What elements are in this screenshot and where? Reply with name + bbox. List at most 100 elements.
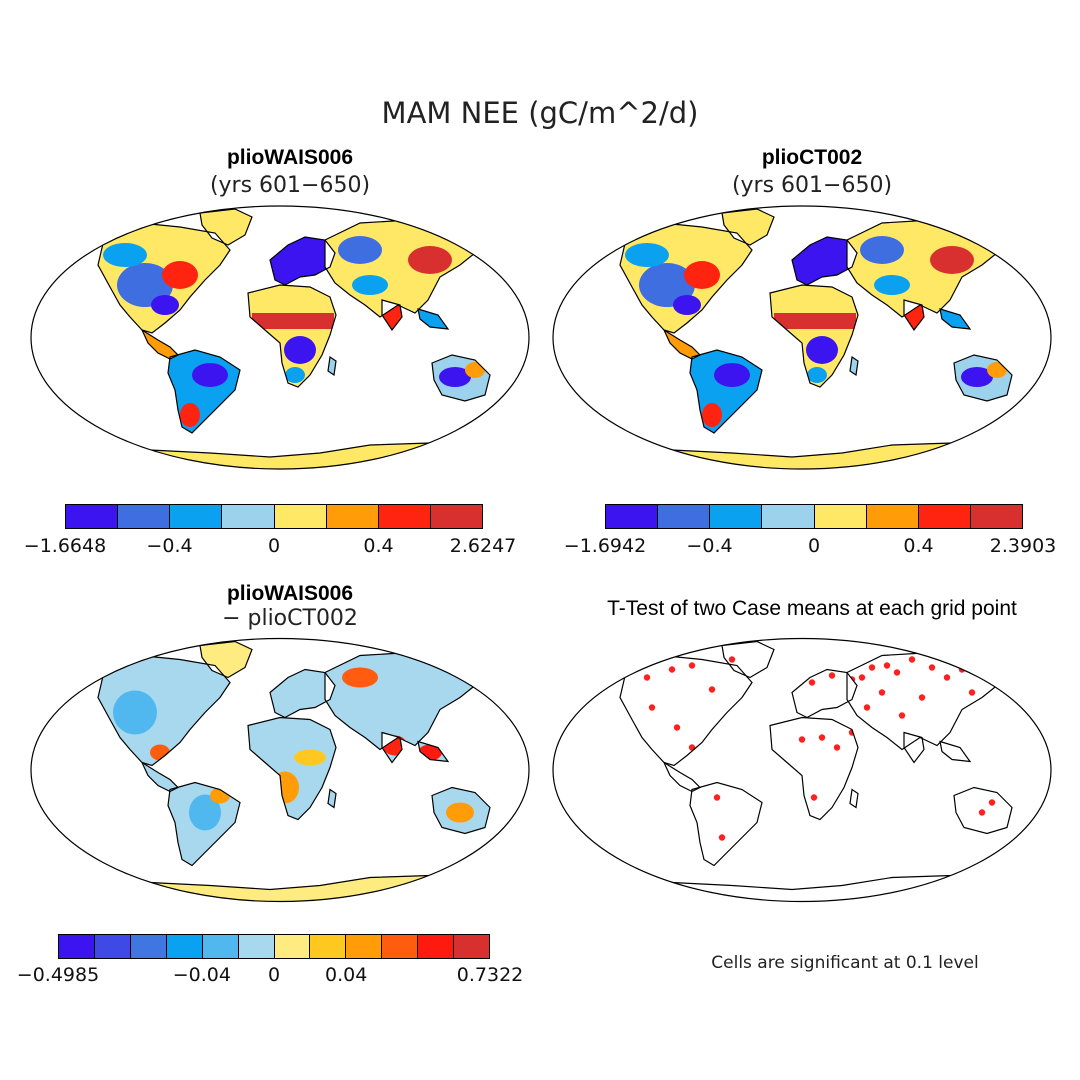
colorbar-labels-diff: −0.4985 −0.04 0 0.04 0.7322 bbox=[17, 964, 523, 988]
significant-cell bbox=[810, 794, 818, 801]
colorbar-diff bbox=[58, 934, 490, 959]
significant-cell bbox=[833, 744, 841, 751]
coastline-india bbox=[381, 299, 403, 332]
significant-cell bbox=[708, 686, 716, 693]
field-region bbox=[180, 403, 200, 427]
coastline-sea bbox=[939, 308, 972, 330]
significant-cell bbox=[668, 666, 676, 673]
coastline-europe bbox=[791, 668, 858, 719]
colorbar-cell bbox=[222, 505, 275, 528]
colorbar-cell bbox=[118, 505, 171, 528]
ocean bbox=[31, 638, 529, 902]
ocean bbox=[553, 638, 1051, 902]
map-border bbox=[552, 637, 1052, 903]
significant-cell bbox=[883, 662, 891, 669]
colorbar-label: −1.6648 bbox=[23, 535, 107, 557]
field-region bbox=[284, 336, 316, 364]
coastline-antarctica bbox=[112, 874, 493, 902]
map-ct bbox=[552, 205, 1052, 470]
coastline-sea bbox=[417, 740, 450, 763]
coastline-antarctica bbox=[112, 442, 493, 469]
field-region bbox=[285, 367, 305, 383]
map-border bbox=[552, 205, 1052, 470]
land-africa bbox=[770, 717, 858, 820]
colorbar-label: 0.04 bbox=[324, 964, 368, 986]
significant-cell bbox=[908, 656, 916, 663]
field-region bbox=[673, 295, 701, 315]
panel-subtitle-wais: (yrs 601−650) bbox=[209, 173, 371, 198]
field-region bbox=[338, 236, 382, 264]
coastline-sa bbox=[689, 781, 763, 867]
field-region bbox=[276, 246, 328, 274]
ocean bbox=[553, 206, 1051, 469]
colorbar-label: 0.7322 bbox=[456, 964, 524, 986]
figure-title: MAM NEE (gC/m^2/d) bbox=[381, 96, 699, 130]
colorbar-label: −0.4985 bbox=[16, 964, 100, 986]
colorbar-cell bbox=[166, 935, 203, 958]
coastline-africa bbox=[247, 716, 337, 821]
colorbar-cell bbox=[170, 505, 223, 528]
significant-cell bbox=[818, 734, 826, 741]
colorbar-label: −1.6942 bbox=[563, 535, 647, 557]
coastline-greenland bbox=[721, 640, 775, 679]
colorbar-cell bbox=[418, 935, 455, 958]
colorbar-label: 0.4 bbox=[903, 535, 934, 557]
field-region bbox=[807, 367, 827, 383]
coastline-europe bbox=[269, 668, 336, 719]
land-africa bbox=[248, 285, 336, 387]
coastline-europe bbox=[791, 236, 858, 286]
significant-cell bbox=[893, 669, 901, 676]
significant-cell bbox=[868, 664, 876, 671]
colorbar-label: −0.04 bbox=[172, 964, 231, 986]
field-region bbox=[860, 236, 904, 264]
panel-subtitle-ct: (yrs 601−650) bbox=[731, 173, 893, 198]
land-madagascar bbox=[328, 357, 336, 375]
field-region bbox=[446, 802, 474, 823]
colorbar-label: −0.4 bbox=[146, 535, 193, 557]
colorbar-cell bbox=[378, 505, 431, 528]
coastline-ca bbox=[140, 328, 180, 360]
significant-cell bbox=[968, 689, 976, 696]
coastline-madagascar bbox=[849, 788, 859, 809]
coastline-sea bbox=[939, 740, 972, 763]
colorbar-label: 0.4 bbox=[363, 535, 394, 557]
field-region bbox=[806, 336, 838, 364]
land-asia bbox=[847, 652, 1002, 750]
panel-title-wais: plioWAIS006 bbox=[226, 146, 354, 169]
coastline-greenland bbox=[199, 208, 253, 246]
colorbar-cell bbox=[710, 505, 763, 528]
land-ca bbox=[142, 762, 178, 792]
colorbar-cell bbox=[658, 505, 711, 528]
map-ttest bbox=[552, 637, 1052, 903]
coastline-india bbox=[903, 299, 925, 332]
land-madagascar bbox=[850, 357, 858, 375]
land-na bbox=[620, 655, 752, 766]
significant-cell bbox=[858, 674, 866, 681]
coastline-madagascar bbox=[849, 355, 859, 377]
coastline-india bbox=[381, 731, 403, 764]
colorbar-label: −0.4 bbox=[686, 535, 733, 557]
field-region bbox=[465, 362, 485, 378]
map-border bbox=[30, 205, 530, 470]
coastline-ca bbox=[662, 760, 702, 793]
coastline-europe bbox=[269, 236, 336, 286]
coastline-sa bbox=[167, 781, 241, 867]
significant-cell bbox=[918, 694, 926, 701]
land-na bbox=[98, 655, 230, 766]
coastline-australia bbox=[953, 354, 1013, 402]
colorbar-cell bbox=[130, 935, 167, 958]
field-region bbox=[930, 246, 974, 274]
significant-cell bbox=[898, 712, 906, 719]
significant-cell bbox=[688, 662, 696, 669]
colorbar-cell bbox=[202, 935, 239, 958]
field-region bbox=[874, 275, 910, 295]
significance-note: Cells are significant at 0.1 level bbox=[711, 953, 979, 973]
panel-title-ttest: T-Test of two Case means at each grid po… bbox=[607, 597, 1017, 620]
colorbar-label: 0 bbox=[267, 964, 281, 986]
significant-cell bbox=[808, 679, 816, 686]
colorbar-cell bbox=[94, 935, 131, 958]
coastline-madagascar bbox=[327, 788, 337, 809]
coastline-antarctica bbox=[634, 442, 1015, 469]
field-region bbox=[113, 690, 157, 735]
significant-cell bbox=[798, 736, 806, 743]
